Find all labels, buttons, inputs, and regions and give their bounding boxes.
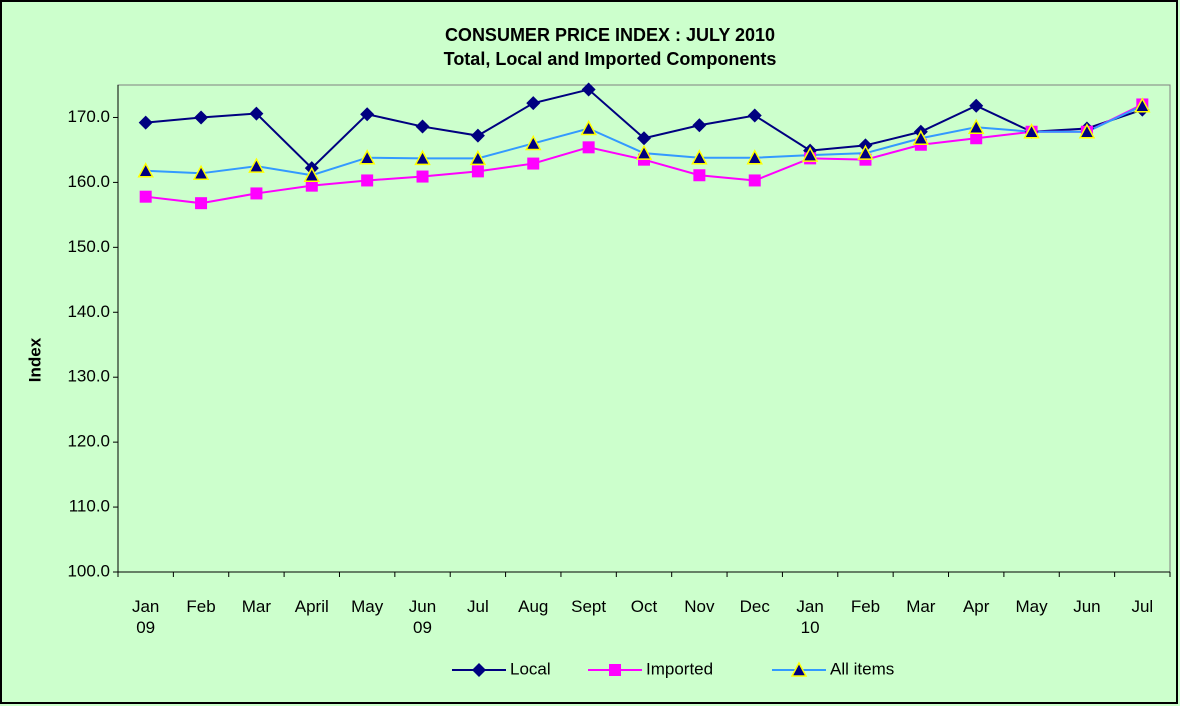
legend-label: All items	[830, 659, 894, 678]
legend-marker	[472, 663, 486, 677]
data-point	[635, 144, 653, 160]
data-point	[416, 170, 429, 183]
x-tick-label: Feb	[186, 597, 216, 616]
y-tick-label: 170.0	[67, 107, 110, 126]
y-tick-label: 140.0	[67, 302, 110, 321]
data-point	[746, 149, 763, 165]
x-tick-label: Jan 09	[131, 597, 160, 637]
x-tick-label: Apr	[962, 597, 990, 616]
y-tick-label: 100.0	[67, 561, 110, 580]
data-point	[469, 149, 487, 166]
x-tick-label: Jan 10	[796, 597, 824, 637]
data-point	[195, 197, 208, 210]
data-point	[581, 82, 596, 97]
data-point	[582, 141, 595, 154]
data-point	[138, 115, 153, 130]
data-point	[249, 106, 264, 121]
x-tick-label: May	[351, 597, 384, 616]
x-tick-label: April	[294, 597, 329, 616]
data-point	[358, 149, 376, 165]
data-point	[471, 165, 484, 178]
data-point	[967, 118, 985, 134]
data-point	[526, 96, 541, 111]
data-point	[361, 174, 374, 187]
data-point	[691, 149, 708, 165]
data-point	[192, 164, 210, 181]
data-point	[1078, 123, 1096, 139]
data-point	[248, 157, 265, 173]
x-tick-label: Nov	[684, 597, 715, 616]
data-point	[360, 107, 375, 122]
data-point	[748, 174, 761, 187]
data-point	[969, 98, 984, 113]
legend-marker	[790, 661, 808, 677]
data-point	[139, 190, 152, 203]
y-tick-label: 130.0	[67, 367, 110, 386]
chart-title: CONSUMER PRICE INDEX : JULY 2010	[445, 25, 775, 45]
x-tick-label: Mar	[906, 597, 936, 616]
data-point	[912, 129, 930, 145]
x-tick-label: Jul	[467, 597, 489, 616]
legend-label: Local	[510, 659, 551, 678]
data-point	[1134, 97, 1151, 113]
data-point	[303, 166, 321, 183]
data-point	[970, 132, 983, 145]
x-tick-label: May	[1015, 597, 1048, 616]
x-tick-label: Sept	[571, 597, 607, 616]
data-point	[1023, 123, 1040, 139]
data-point	[580, 119, 597, 136]
chart-subtitle: Total, Local and Imported Components	[444, 49, 777, 69]
data-point	[692, 118, 707, 133]
data-point	[414, 149, 431, 166]
x-tick-label: Jul	[1131, 597, 1154, 616]
x-tick-label: Mar	[241, 597, 272, 616]
data-point	[525, 134, 542, 151]
data-point	[415, 119, 430, 134]
x-tick-label: Jun	[1073, 597, 1101, 616]
y-tick-label: 110.0	[69, 497, 110, 516]
x-tick-label: Aug	[518, 597, 549, 616]
data-point	[470, 128, 485, 143]
y-axis-label: Index	[25, 337, 44, 382]
data-point	[194, 110, 209, 125]
data-point	[801, 146, 819, 162]
data-point	[305, 179, 318, 192]
legend-marker	[609, 664, 621, 676]
x-tick-label: Feb	[850, 597, 881, 616]
y-tick-label: 160.0	[67, 172, 110, 191]
x-tick-label: Jun 09	[408, 597, 437, 637]
y-tick-label: 150.0	[67, 237, 110, 256]
data-point	[747, 108, 762, 123]
data-point	[527, 157, 540, 170]
data-point	[637, 131, 651, 146]
data-point	[137, 162, 154, 178]
legend-label: Imported	[646, 659, 713, 678]
x-tick-label: Dec	[739, 597, 770, 616]
x-tick-label: Oct	[630, 597, 658, 616]
data-point	[857, 144, 874, 160]
y-tick-label: 120.0	[67, 432, 110, 451]
data-point	[693, 169, 706, 182]
data-point	[250, 187, 263, 200]
